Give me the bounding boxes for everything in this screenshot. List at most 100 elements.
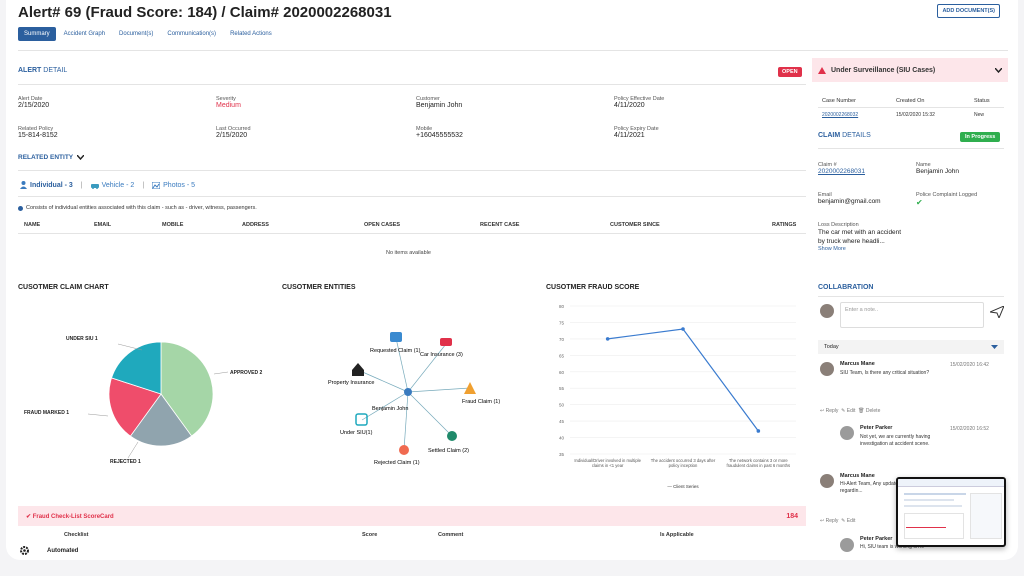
node-label: Rejected Claim (1) [374,460,420,466]
image-icon [152,181,161,189]
legend-label: — Client Series [667,484,699,489]
pie-leader-line [117,343,143,351]
divider [818,148,1004,149]
collaboration-heading: COLLABRATION [818,284,874,291]
right-sidebar: Under Surveillance (SIU Cases) Case Numb… [812,58,1008,560]
message-author: Peter Parker [860,536,893,542]
edit-button[interactable]: Edit [846,518,856,524]
tab-communications[interactable]: Communication(s) [167,31,217,37]
today-divider[interactable]: Today [818,340,1004,354]
center-node[interactable] [404,388,412,396]
divider [18,170,806,171]
field-severity: Severity Medium [216,96,241,109]
edit-button[interactable]: Edit [846,408,856,414]
property-node[interactable] [352,363,364,376]
case-created: 15/02/2020 15:32 [896,112,935,118]
node-label: Requested Claim (1) [370,348,421,354]
y-tick-label: 75 [559,320,565,325]
caret-down-icon [991,344,998,349]
tab-accident-graph[interactable]: Accident Graph [63,31,106,37]
entities-graph: Benjamin John Requested Claim (1) Car In… [328,332,500,466]
add-document-button[interactable]: ADD DOCUMENT(S) [937,4,1000,18]
pie-slice-rejected[interactable] [129,393,193,447]
entity-tab-vehicle[interactable]: Vehicle - 2 [90,182,134,189]
data-point[interactable] [605,337,610,341]
y-tick-label: 40 [559,436,565,441]
fraud-claim-node[interactable] [464,382,476,394]
pie-slice-under-siu[interactable] [111,341,162,395]
reply-button[interactable]: Reply [825,408,839,414]
claim-number-link[interactable]: 2020002268031 [818,168,865,175]
send-icon[interactable] [990,306,1004,318]
y-tick-label: 70 [559,337,565,342]
data-point[interactable] [681,327,685,331]
car-insurance-node[interactable] [440,338,452,346]
page-title: Alert# 69 (Fraud Score: 184) / Claim# 20… [18,4,392,21]
message-text: Hi, SIU team is working on it. [860,544,925,550]
entity-tab-individual[interactable]: Individual - 3 [20,181,73,189]
tab-bar: Summary Accident Graph Document(s) Commu… [18,27,280,41]
message-text: Not yet, we are currently having investi… [860,434,931,447]
scorecard-bar[interactable]: ✔ Fraud Check-List ScoreCard 184 [18,506,806,526]
surveillance-header[interactable]: Under Surveillance (SIU Cases) [812,58,1008,82]
settled-claim-node[interactable] [447,431,457,441]
tab-documents[interactable]: Document(s) [119,31,154,37]
message-author: Peter Parker [860,425,893,431]
message-text: Hi-Alert Team, Any updates regardin... [840,481,901,494]
chevron-down-icon [77,155,85,160]
avatar [840,426,854,440]
pie-label-under-siu: UNDER SIU 1 [66,336,98,342]
node-label: Property Insurance [328,380,374,386]
claim-chart-title: CUSOTMER CLAIM CHART [18,284,109,291]
message-time: 15/02/2020 16:42 [950,362,989,368]
divider [18,196,806,197]
field-related-policy: Related Policy 15-814-8152 [18,126,58,139]
data-point[interactable] [756,429,761,433]
case-col-number: Case Number [822,98,856,104]
claim-email-field: Email benjamin@gmail.com [818,192,881,205]
entity-tabs: Individual - 3 | Vehicle - 2 | Photos - … [20,181,195,189]
divider [18,233,806,234]
pie-slice-approved[interactable] [160,341,214,437]
related-entity-toggle[interactable]: RELATED ENTITY [18,154,85,161]
status-badge: OPEN [778,67,802,77]
requested-claim-node[interactable] [390,332,402,342]
scorecard-total: 184 [786,512,798,520]
pie-label-fraud-marked: FRAUD MARKED 1 [24,410,69,416]
node-label-center: Benjamin John [372,406,408,412]
avatar [820,474,834,488]
claim-name-field: Name Benjamin John [916,162,959,175]
chevron-down-icon [995,67,1002,73]
field-alert-date: Alert Date 2/15/2020 [18,96,50,109]
tab-related-actions[interactable]: Related Actions [230,31,272,37]
y-tick-label: 80 [559,304,565,309]
y-tick-label: 50 [559,403,565,408]
rejected-claim-node[interactable] [399,445,409,455]
case-col-created: Created On [896,98,925,104]
claim-pie-chart [87,341,229,459]
claim-status-badge: In Progress [960,132,1001,142]
show-more-link[interactable]: Show More [818,246,846,252]
delete-button[interactable]: Delete [865,408,881,414]
message-text: SIU Team, Is there any critical situatio… [840,370,930,376]
fraud-score-title: CUSOTMER FRAUD SCORE [546,284,640,291]
avatar [820,362,834,376]
entity-tab-photos[interactable]: Photos - 5 [152,181,195,189]
reply-button[interactable]: Reply [825,518,839,524]
pie-slice-fraud-marked[interactable] [108,377,162,437]
fraud-score-line-chart: 80 75 70 65 60 55 50 45 40 35 Individual/Driver in… [559,304,796,489]
avatar [840,538,854,552]
empty-table-message: No items available [386,250,431,256]
screen-preview-thumbnail[interactable] [896,477,1006,547]
scorecard-row[interactable]: Automated [20,546,78,555]
avatar [820,304,834,318]
case-number-link[interactable]: 2020002268032 [822,112,859,118]
tab-summary[interactable]: Summary [18,27,56,41]
y-tick-label: 60 [559,370,565,375]
pie-leader-line [87,413,109,417]
car-icon [90,183,99,189]
note-input[interactable]: Enter a note.. [840,302,984,328]
field-policy-expiry: Policy Expiry Date 4/11/2021 [614,126,659,139]
x-tick-label: Individual/Driver involved in multiple c… [574,458,641,468]
under-siu-node[interactable] [355,413,368,426]
